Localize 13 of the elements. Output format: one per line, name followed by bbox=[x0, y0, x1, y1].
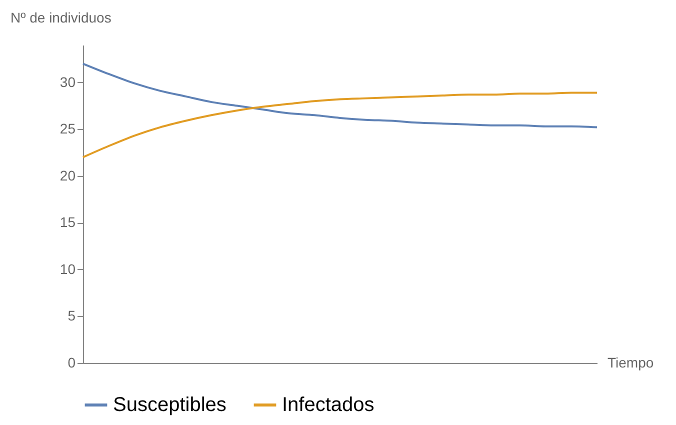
line-series bbox=[82, 62, 598, 128]
y-tick-label: 10 bbox=[60, 260, 76, 277]
x-axis-title: Tiempo bbox=[608, 354, 654, 370]
y-tick-label: 20 bbox=[60, 167, 76, 184]
line-series bbox=[82, 92, 598, 158]
y-tick-label: 5 bbox=[68, 308, 76, 324]
y-tick-label: 15 bbox=[60, 214, 76, 230]
y-tick-label: 0 bbox=[68, 354, 76, 370]
y-axis-title: Nº de individuos bbox=[10, 10, 112, 26]
y-tick-label: 30 bbox=[60, 74, 76, 90]
legend-label: Susceptibles bbox=[113, 394, 226, 416]
y-tick-label: 25 bbox=[60, 120, 76, 137]
legend-label: Infectados bbox=[282, 394, 374, 416]
